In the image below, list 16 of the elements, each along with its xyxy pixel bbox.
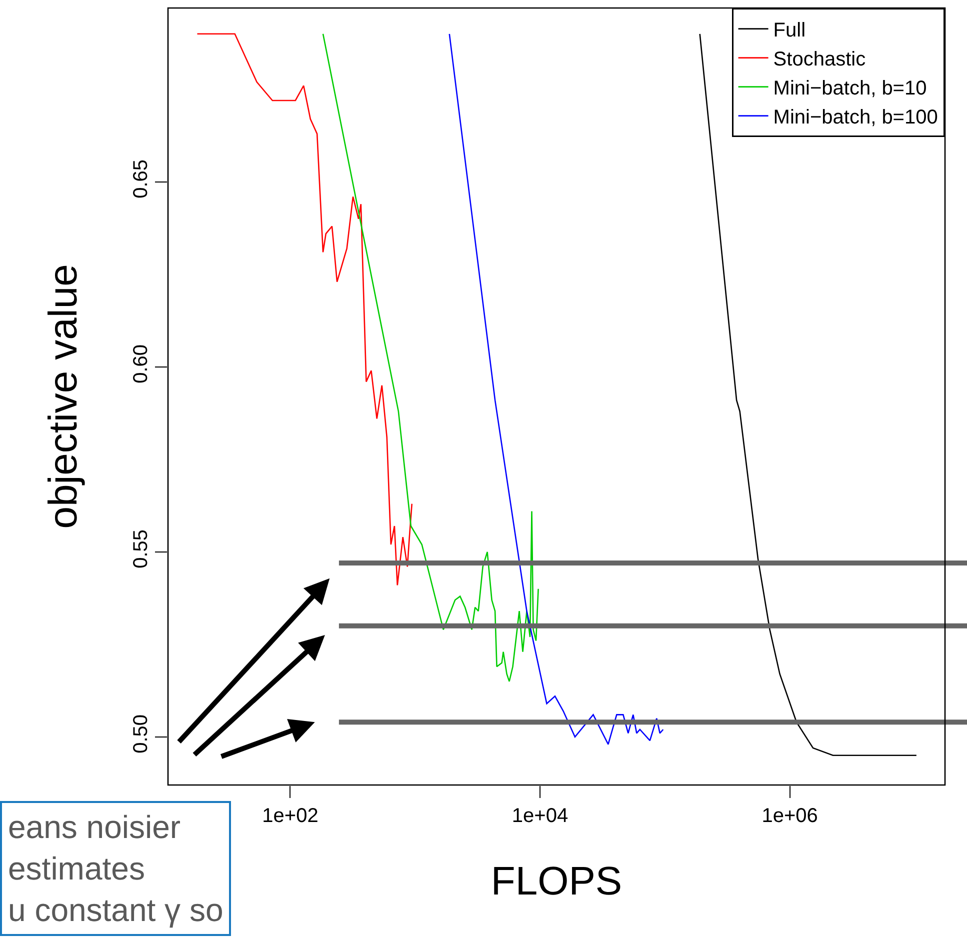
x-tick-label: 1e+06	[762, 805, 818, 827]
legend-label: Full	[773, 20, 806, 42]
text: eans noisier	[8, 809, 181, 845]
x-axis-title: FLOPS	[490, 860, 622, 904]
text: u constant γ so	[8, 892, 224, 928]
y-tick-label: 0.50	[130, 714, 152, 754]
legend-label: Mini−batch, b=100	[773, 106, 938, 129]
y-tick-label: 0.60	[130, 344, 152, 384]
y-tick-label: 0.55	[130, 529, 152, 568]
x-tick-label: 1e+04	[512, 805, 568, 827]
legend-label: Stochastic	[773, 48, 866, 71]
x-tick-label: 1e+02	[262, 805, 318, 827]
y-axis-title: objective value	[42, 264, 86, 529]
legend-label: Mini−batch, b=10	[773, 78, 927, 100]
text: estimates	[8, 850, 145, 887]
y-tick-label: 0.65	[130, 159, 152, 198]
